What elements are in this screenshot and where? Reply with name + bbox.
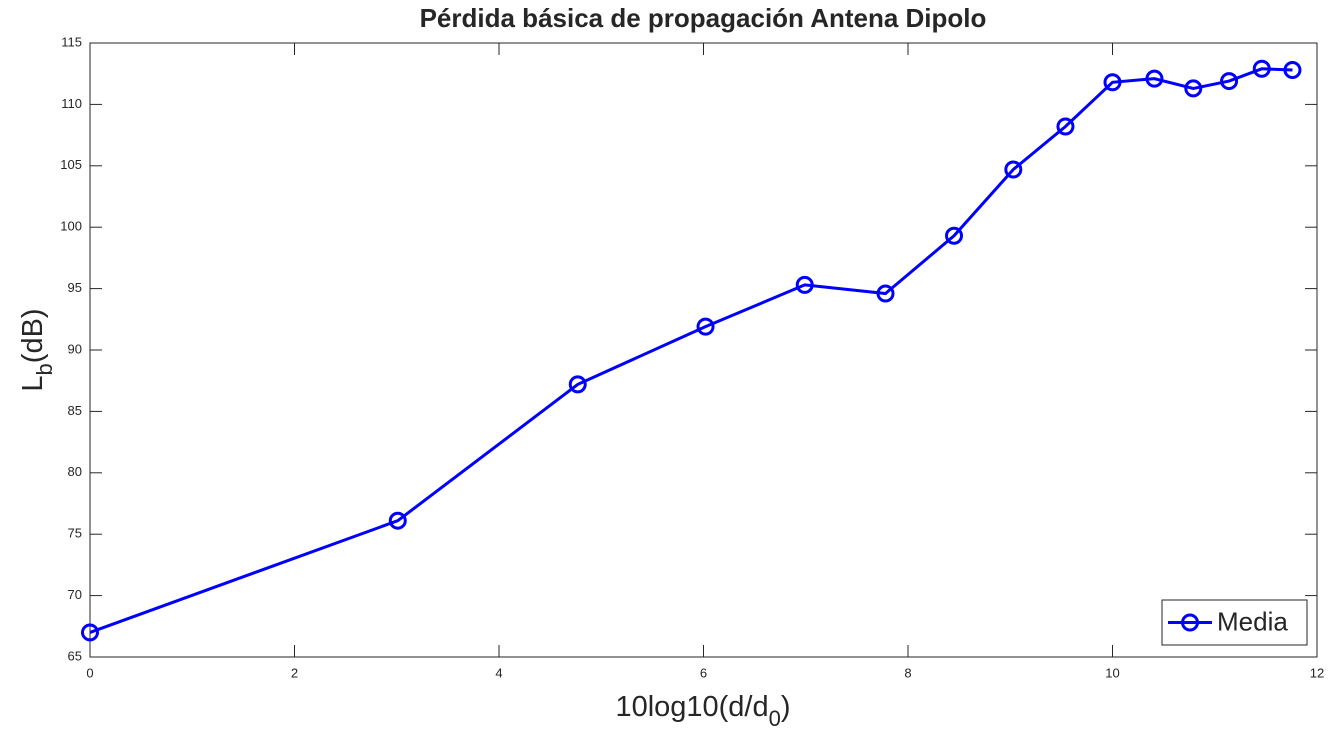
x-label-part: 10log10(d/d: [615, 691, 768, 723]
data-point: [1252, 59, 1271, 78]
plot-area: [89, 42, 1318, 658]
y-tick-label: 90: [68, 341, 82, 356]
y-tick-label: 105: [60, 157, 82, 172]
y-axis-label: Lb(dB): [17, 308, 57, 391]
y-tick-label: 95: [68, 280, 82, 295]
series-line: [89, 67, 1293, 634]
y-tick-label: 110: [61, 96, 82, 111]
x-tick-label: 8: [904, 665, 911, 680]
y-tick-label: 65: [68, 648, 82, 663]
y-tick-label: 70: [68, 587, 82, 602]
legend-label: Media: [1217, 606, 1288, 636]
x-label-subscript: 0: [769, 706, 781, 731]
x-tick-label: 2: [291, 665, 298, 680]
x-tick-label: 12: [1310, 665, 1324, 680]
x-tick-label: 10: [1105, 665, 1119, 680]
y-tick-label: 115: [61, 34, 82, 49]
data-point: [1056, 117, 1075, 136]
legend-marker: [1181, 613, 1199, 632]
x-label-part: ): [781, 691, 791, 723]
data-point: [1283, 61, 1302, 80]
data-point: [1184, 79, 1203, 98]
chart-title: Pérdida básica de propagación Antena Dip…: [420, 3, 987, 33]
data-point: [388, 511, 407, 530]
x-tick-label: 4: [495, 665, 502, 680]
data-point: [696, 317, 715, 336]
x-tick-label: 0: [86, 665, 93, 680]
data-point: [1145, 69, 1164, 88]
y-label-subscript: b: [32, 363, 57, 375]
y-label-part: L: [17, 375, 49, 391]
y-label-part: (dB): [17, 308, 49, 363]
data-point: [945, 226, 964, 245]
data-point: [876, 284, 895, 303]
data-point: [1220, 72, 1239, 91]
x-axis-label: 10log10(d/d0): [615, 691, 790, 731]
data-point: [568, 375, 587, 394]
y-tick-label: 100: [60, 219, 82, 234]
x-tick-label: 6: [700, 665, 707, 680]
data-point: [795, 275, 814, 294]
data-point: [81, 623, 99, 642]
y-tick-label: 80: [68, 464, 82, 479]
data-point: [1103, 73, 1122, 92]
y-tick-label: 75: [68, 526, 82, 541]
data-point: [1004, 160, 1023, 179]
y-tick-label: 85: [68, 403, 82, 418]
